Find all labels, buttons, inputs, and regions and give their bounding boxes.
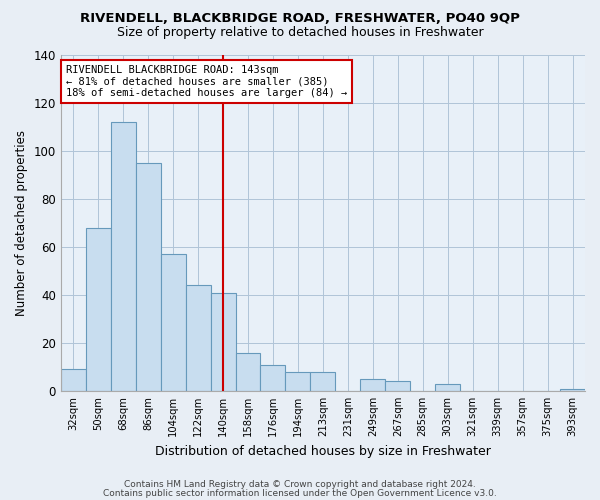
Bar xyxy=(560,388,585,391)
Bar xyxy=(185,286,211,391)
Bar xyxy=(236,352,260,391)
Text: Contains public sector information licensed under the Open Government Licence v3: Contains public sector information licen… xyxy=(103,488,497,498)
Bar xyxy=(361,379,385,391)
Bar xyxy=(385,382,410,391)
Bar xyxy=(61,370,86,391)
Bar xyxy=(260,364,286,391)
Bar xyxy=(211,292,236,391)
Text: Contains HM Land Registry data © Crown copyright and database right 2024.: Contains HM Land Registry data © Crown c… xyxy=(124,480,476,489)
Bar xyxy=(136,163,161,391)
X-axis label: Distribution of detached houses by size in Freshwater: Distribution of detached houses by size … xyxy=(155,444,491,458)
Bar xyxy=(310,372,335,391)
Bar xyxy=(435,384,460,391)
Text: Size of property relative to detached houses in Freshwater: Size of property relative to detached ho… xyxy=(116,26,484,39)
Text: RIVENDELL BLACKBRIDGE ROAD: 143sqm
← 81% of detached houses are smaller (385)
18: RIVENDELL BLACKBRIDGE ROAD: 143sqm ← 81%… xyxy=(66,65,347,98)
Bar xyxy=(286,372,310,391)
Bar xyxy=(161,254,185,391)
Text: RIVENDELL, BLACKBRIDGE ROAD, FRESHWATER, PO40 9QP: RIVENDELL, BLACKBRIDGE ROAD, FRESHWATER,… xyxy=(80,12,520,26)
Bar xyxy=(86,228,111,391)
Y-axis label: Number of detached properties: Number of detached properties xyxy=(15,130,28,316)
Bar xyxy=(111,122,136,391)
